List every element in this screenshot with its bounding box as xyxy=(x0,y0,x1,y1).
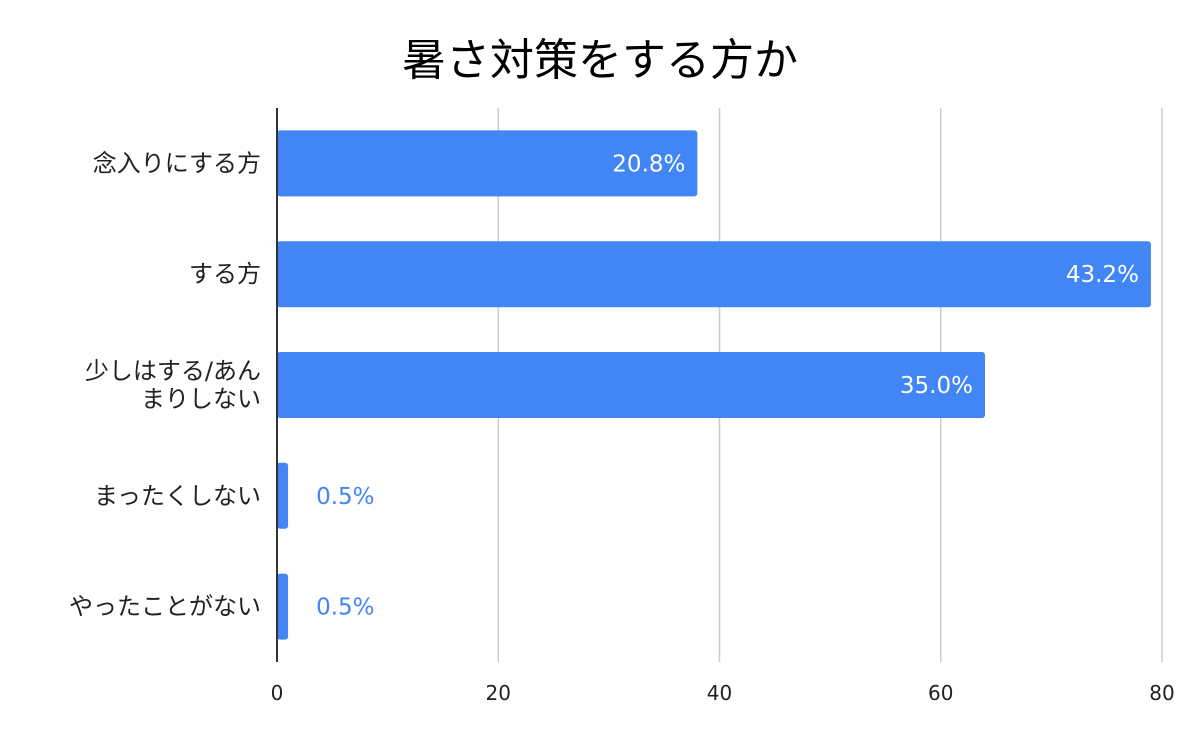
bar xyxy=(277,130,698,197)
category-label-line: やったことがない xyxy=(69,593,261,621)
category-label: やったことがない xyxy=(69,593,261,621)
category-label: 少しはする/あんまりしない xyxy=(85,357,261,413)
data-label: 35.0% xyxy=(900,373,973,399)
category-label-line: まりしない xyxy=(141,385,261,413)
bar xyxy=(277,462,289,529)
category-label: まったくしない xyxy=(94,482,261,510)
x-tick-label: 60 xyxy=(928,681,953,705)
category-label-line: 少しはする/あん xyxy=(85,357,261,385)
bar xyxy=(277,241,1151,308)
x-tick-label: 0 xyxy=(271,681,284,705)
bars xyxy=(277,130,1151,640)
category-label: 念入りにする方 xyxy=(93,149,261,177)
data-label: 20.8% xyxy=(612,151,685,177)
bar xyxy=(277,573,289,640)
category-label-line: 念入りにする方 xyxy=(93,149,261,177)
labels: 0 20 40 60 80 念入りにする方 20.8% する方 43.2% 少しはする/あんまりし… xyxy=(69,149,1175,705)
data-label: 0.5% xyxy=(316,484,374,510)
x-tick-label: 20 xyxy=(486,681,511,705)
category-label-line: する方 xyxy=(189,260,261,288)
data-label: 43.2% xyxy=(1066,262,1139,288)
chart-title: 暑さ対策をする方か xyxy=(402,35,798,86)
data-label: 0.5% xyxy=(316,595,374,621)
category-label-line: まったくしない xyxy=(94,482,261,510)
x-tick-label: 80 xyxy=(1149,681,1174,705)
x-tick-label: 40 xyxy=(707,681,732,705)
bar xyxy=(277,352,985,418)
category-label: する方 xyxy=(189,260,261,288)
